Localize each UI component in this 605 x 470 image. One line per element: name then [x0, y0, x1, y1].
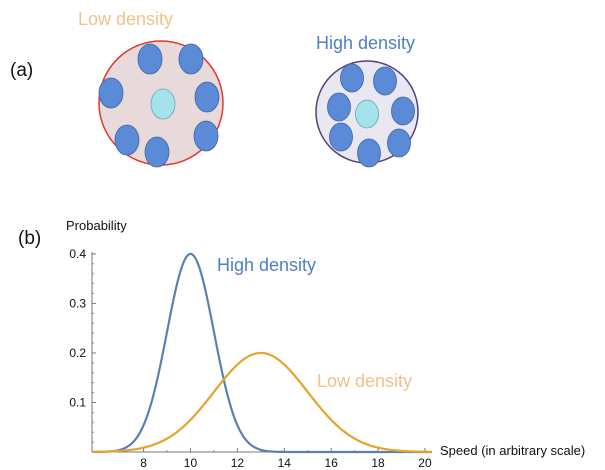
y-tick-label: 0.2: [69, 346, 86, 360]
high-density-particles: [327, 63, 415, 168]
particle: [329, 122, 353, 152]
low-density-title: Low density: [78, 9, 173, 29]
low-density-curve-label: Low density: [317, 371, 412, 391]
y-axis-label: Probability: [66, 218, 127, 233]
x-tick-label: 20: [418, 456, 432, 470]
tagged-particle: [150, 88, 176, 120]
panel-b: (b) Probability Speed (in arbitrary scal…: [18, 218, 585, 470]
x-tick-label: 10: [184, 456, 198, 470]
particle: [340, 63, 364, 93]
particle: [194, 81, 220, 113]
particle: [327, 92, 351, 122]
y-tick-label: 0.3: [69, 296, 86, 310]
particle: [144, 136, 170, 168]
panel-a: (a) Low density High density: [10, 9, 419, 168]
particle: [387, 128, 411, 158]
panel-a-label: (a): [10, 60, 33, 81]
tagged-particle: [355, 99, 379, 129]
panel-b-label: (b): [18, 228, 41, 249]
high-density-curve-label: High density: [217, 255, 316, 275]
low-density-particles: [98, 43, 220, 168]
particle: [114, 124, 140, 156]
x-tick-label: 8: [140, 456, 147, 470]
particle: [357, 138, 381, 168]
particle: [137, 43, 163, 75]
particle: [391, 96, 415, 126]
y-tick-label: 0.4: [69, 247, 86, 261]
particle: [373, 66, 397, 96]
high-density-curve: [92, 252, 432, 454]
low-density-curve: [91, 351, 433, 453]
x-tick-label: 18: [371, 456, 385, 470]
y-tick-label: 0.1: [69, 395, 86, 409]
x-axis-label: Speed (in arbitrary scale): [440, 443, 585, 458]
high-density-title: High density: [316, 33, 415, 53]
particle: [98, 77, 124, 109]
particle: [178, 43, 204, 75]
x-tick-label: 16: [324, 456, 338, 470]
chart: 8 10 12 14 16 18 20 0.1 0.2 0.3 0.4 High density Low…: [69, 247, 433, 470]
x-tick-label: 14: [278, 456, 292, 470]
x-tick-label: 12: [231, 456, 245, 470]
particle: [193, 120, 219, 152]
